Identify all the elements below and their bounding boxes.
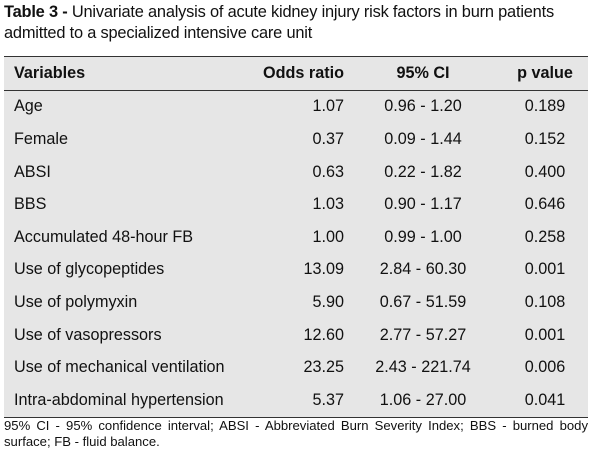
table-footnote: 95% CI - 95% confidence interval; ABSI -…: [4, 418, 588, 449]
odds-ratio-cell: 1.07: [312, 97, 344, 116]
ci-cell: 0.22 - 1.82: [384, 162, 462, 181]
ci-cell: 0.96 - 1.20: [384, 97, 462, 116]
p-value-cell: 0.001: [524, 260, 566, 279]
variable-cell: Female: [14, 129, 68, 148]
odds-ratio-cell: 0.37: [312, 129, 344, 148]
results-table: Variables Odds ratio 95% CI p value Age 1…: [4, 56, 588, 418]
table-row: ABSI 0.63 0.22 - 1.82 0.400: [4, 156, 588, 189]
variable-cell: Use of polymyxin: [14, 292, 138, 311]
table-caption-label: Table 3 -: [4, 3, 68, 21]
ci-cell: 0.99 - 1.00: [384, 227, 462, 246]
ci-cell: 0.67 - 51.59: [379, 292, 467, 311]
p-value-cell: 0.152: [524, 129, 566, 148]
p-value-cell: 0.258: [524, 227, 566, 246]
table-row: BBS 1.03 0.90 - 1.17 0.646: [4, 188, 588, 221]
table-row: Use of polymyxin 5.90 0.67 - 51.59 0.108: [4, 286, 588, 319]
odds-ratio-cell: 1.03: [312, 195, 344, 214]
p-value-cell: 0.189: [524, 97, 566, 116]
table-row: Age 1.07 0.96 - 1.20 0.189: [4, 91, 588, 124]
odds-ratio-cell: 5.90: [312, 292, 344, 311]
variable-cell: Intra-abdominal hypertension: [14, 390, 224, 409]
p-value-cell: 0.001: [524, 325, 566, 344]
ci-cell: 2.77 - 57.27: [379, 325, 467, 344]
variable-cell: Use of vasopressors: [14, 325, 162, 344]
ci-cell: 2.84 - 60.30: [379, 260, 467, 279]
table-body: Age 1.07 0.96 - 1.20 0.189 Female 0.37 0.09 - …: [4, 91, 588, 417]
variable-cell: BBS: [14, 195, 47, 214]
header-odds-ratio: Odds ratio: [263, 63, 344, 82]
table-row: Use of mechanical ventilation 23.25 2.43 -…: [4, 351, 588, 384]
p-value-cell: 0.400: [524, 162, 566, 181]
p-value-cell: 0.006: [524, 358, 566, 377]
table-row: Use of vasopressors 12.60 2.77 - 57.27 0.00…: [4, 319, 588, 352]
table-caption-text: Univariate analysis of acute kidney inju…: [4, 3, 554, 42]
table-row: Female 0.37 0.09 - 1.44 0.152: [4, 123, 588, 156]
p-value-cell: 0.108: [524, 292, 566, 311]
ci-cell: 0.09 - 1.44: [384, 129, 462, 148]
table-row: Accumulated 48-hour FB 1.00 0.99 - 1.00 0.2…: [4, 221, 588, 254]
header-variables: Variables: [14, 63, 86, 82]
table-header-row: Variables Odds ratio 95% CI p value: [4, 57, 588, 91]
variable-cell: ABSI: [14, 162, 51, 181]
odds-ratio-cell: 23.25: [303, 358, 344, 377]
ci-cell: 0.90 - 1.17: [384, 195, 462, 214]
odds-ratio-cell: 0.63: [312, 162, 344, 181]
header-95-ci: 95% CI: [396, 63, 450, 82]
table-row: Intra-abdominal hypertension 5.37 1.06 - 2…: [4, 384, 588, 417]
odds-ratio-cell: 13.09: [303, 260, 344, 279]
header-p-value: p value: [517, 63, 573, 82]
ci-cell: 2.43 - 221.74: [375, 358, 471, 377]
variable-cell: Use of glycopeptides: [14, 260, 165, 279]
variable-cell: Age: [14, 97, 43, 116]
odds-ratio-cell: 12.60: [303, 325, 344, 344]
p-value-cell: 0.646: [524, 195, 566, 214]
odds-ratio-cell: 1.00: [312, 227, 344, 246]
ci-cell: 1.06 - 27.00: [379, 390, 467, 409]
odds-ratio-cell: 5.37: [312, 390, 344, 409]
table-caption: Table 3 - Univariate analysis of acute k…: [4, 2, 588, 44]
variable-cell: Use of mechanical ventilation: [14, 358, 225, 377]
p-value-cell: 0.041: [524, 390, 566, 409]
table-row: Use of glycopeptides 13.09 2.84 - 60.30 0.0…: [4, 254, 588, 287]
variable-cell: Accumulated 48-hour FB: [14, 227, 194, 246]
